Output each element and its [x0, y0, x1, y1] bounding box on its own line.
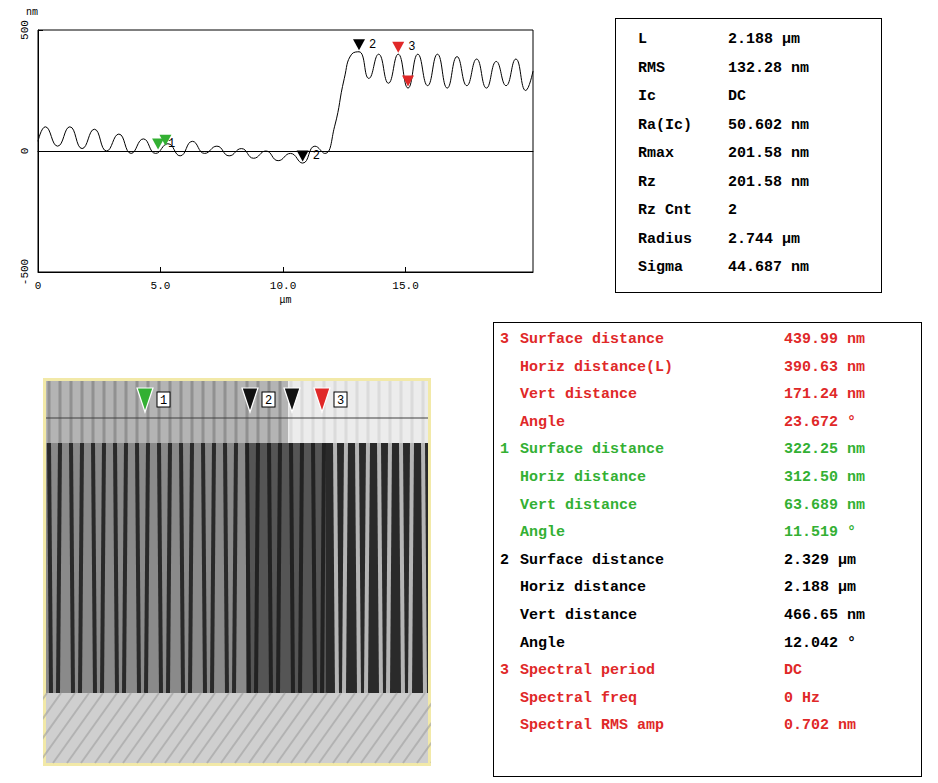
svg-text:2: 2	[369, 38, 376, 52]
html-text:0.702 nm: 0.702 nm	[784, 717, 856, 735]
html-text:466.65 nm: 466.65 nm	[784, 607, 865, 624]
html-text:132.28 nm: 132.28 nm	[728, 59, 809, 77]
html-text:RMS: RMS	[638, 59, 665, 77]
svg-text:1: 1	[168, 137, 175, 151]
html-text:Radius: Radius	[638, 230, 692, 248]
html-text:Vert distance: Vert distance	[520, 386, 637, 404]
html-text:23.672 °: 23.672 °	[784, 413, 856, 431]
html-text:Vert distance: Vert distance	[520, 607, 637, 624]
html-text:3: 3	[500, 662, 509, 680]
html-text:201.58 nm: 201.58 nm	[728, 145, 809, 162]
html-text:Surface distance: Surface distance	[520, 331, 664, 348]
html-text:DC: DC	[728, 88, 746, 105]
html-text:Spectral RMS amp: Spectral RMS amp	[520, 717, 664, 735]
html-text:Ic: Ic	[638, 88, 656, 105]
html-text:Spectral period: Spectral period	[520, 662, 655, 680]
html-text:171.24 nm: 171.24 nm	[784, 386, 865, 404]
svg-text:0: 0	[19, 148, 31, 155]
html-text:Horiz distance: Horiz distance	[520, 469, 646, 486]
html-text:Surface distance: Surface distance	[520, 441, 664, 459]
svg-text:2: 2	[265, 394, 272, 408]
html-text:390.63 nm: 390.63 nm	[784, 358, 865, 376]
html-text:12.042 °: 12.042 °	[784, 634, 856, 652]
html-text:312.50 nm: 312.50 nm	[784, 469, 865, 486]
html-text:Angle: Angle	[520, 524, 565, 542]
html-text:Rz Cnt: Rz Cnt	[638, 202, 692, 219]
svg-text:10.0: 10.0	[270, 280, 296, 292]
html-text:439.99 nm: 439.99 nm	[784, 331, 865, 348]
html-text:Vert distance: Vert distance	[520, 496, 637, 514]
html-text:Rz: Rz	[638, 173, 656, 191]
html-text:2.188 μm: 2.188 μm	[784, 579, 856, 597]
html-text:11.519 °: 11.519 °	[784, 524, 856, 542]
html-text:Ra(Ic): Ra(Ic)	[638, 116, 692, 134]
svg-text:5.0: 5.0	[151, 280, 171, 292]
html-text:Angle: Angle	[520, 413, 565, 431]
html-text:2.188 μm: 2.188 μm	[728, 31, 800, 48]
html-text:2: 2	[728, 202, 737, 219]
svg-text:3: 3	[408, 40, 415, 54]
html-text:50.602 nm: 50.602 nm	[728, 116, 809, 134]
html-text:Sigma: Sigma	[638, 259, 683, 276]
svg-text:μm: μm	[279, 295, 291, 306]
svg-text:0: 0	[35, 280, 42, 292]
html-text:Horiz distance: Horiz distance	[520, 579, 646, 597]
html-text:2.744 μm: 2.744 μm	[728, 230, 800, 248]
html-text:2.329 μm: 2.329 μm	[784, 551, 856, 569]
svg-text:1: 1	[160, 394, 167, 408]
html-text:0 Hz: 0 Hz	[784, 689, 820, 707]
svg-text:15.0: 15.0	[392, 280, 418, 292]
html-text:Rmax: Rmax	[638, 145, 674, 162]
svg-text:500: 500	[19, 20, 31, 40]
html-text:Spectral freq: Spectral freq	[520, 689, 637, 707]
html-text:1: 1	[500, 441, 509, 459]
svg-text:3: 3	[337, 394, 344, 408]
svg-text:nm: nm	[26, 7, 38, 18]
html-text:L: L	[638, 31, 647, 48]
html-text:322.25 nm: 322.25 nm	[784, 441, 865, 459]
html-text:Angle: Angle	[520, 634, 565, 652]
svg-text:-500: -500	[19, 259, 31, 285]
html-text:44.687 nm: 44.687 nm	[728, 259, 809, 276]
svg-text:2: 2	[313, 149, 320, 163]
html-text:63.689 nm: 63.689 nm	[784, 496, 865, 514]
html-text:3: 3	[500, 331, 509, 348]
html-text:Horiz distance(L): Horiz distance(L)	[520, 358, 673, 376]
html-text:Surface distance: Surface distance	[520, 551, 664, 569]
html-text:201.58 nm: 201.58 nm	[728, 173, 809, 191]
html-text:2: 2	[500, 551, 509, 569]
html-text:DC: DC	[784, 662, 802, 680]
